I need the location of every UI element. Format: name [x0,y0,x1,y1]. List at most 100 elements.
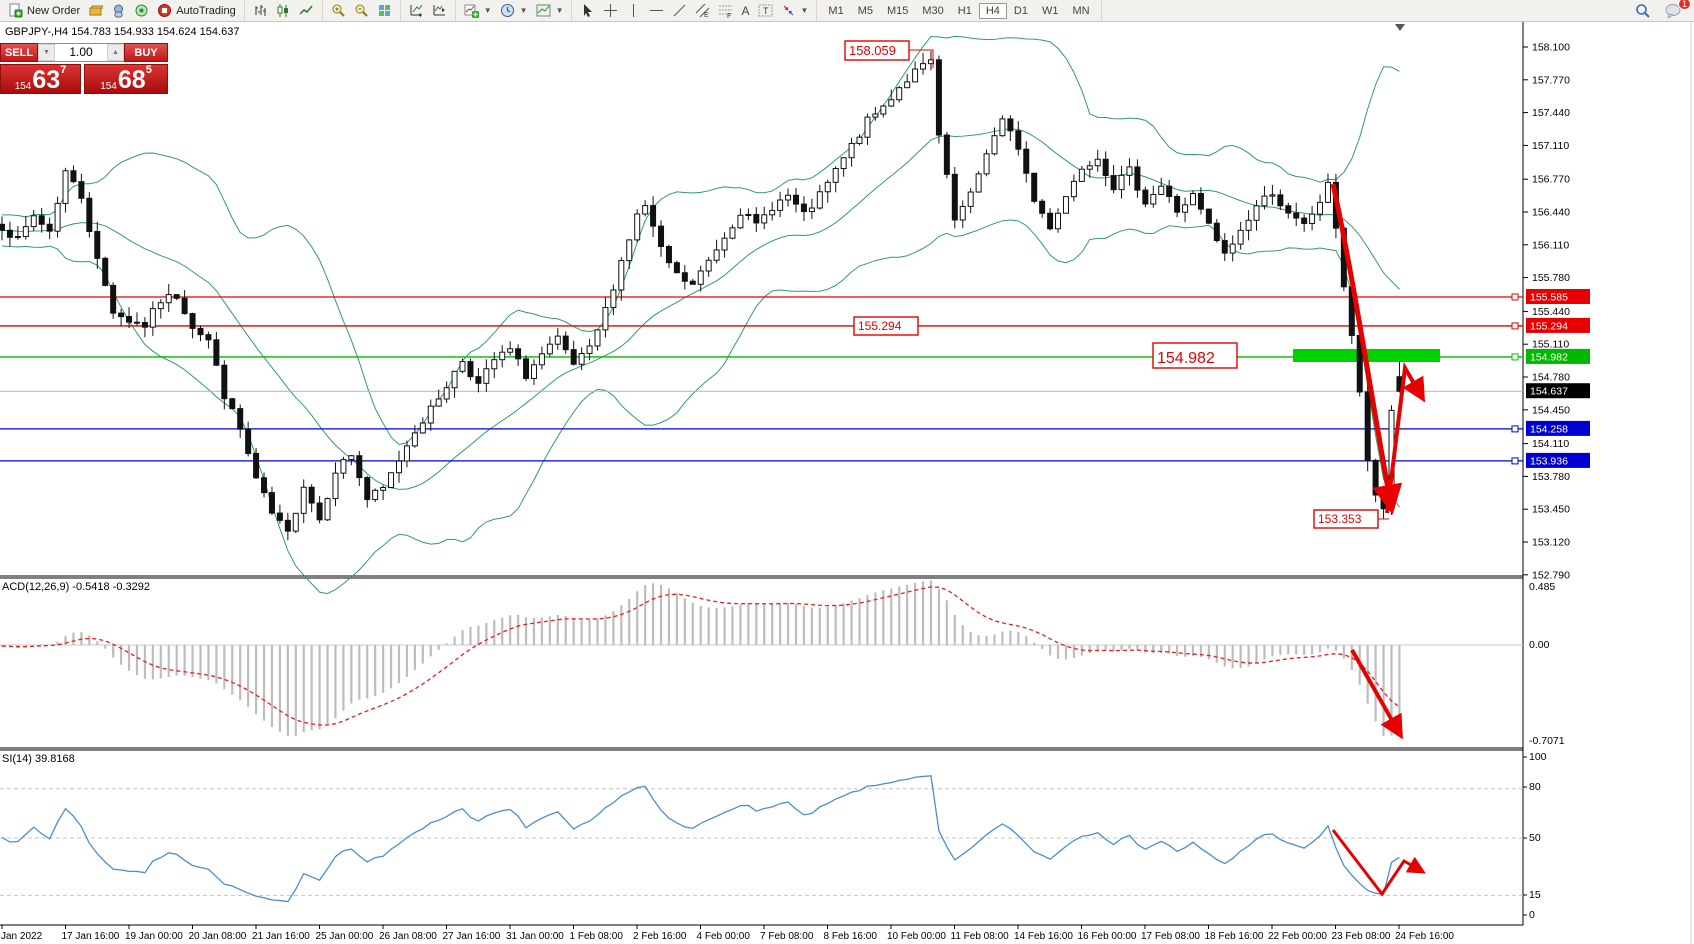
svg-text:26 Jan 08:00: 26 Jan 08:00 [379,931,437,942]
svg-text:156.440: 156.440 [1532,207,1570,219]
horizontal-line-icon[interactable] [645,1,668,20]
buy-price-display[interactable]: 154 68 5 [84,64,168,94]
svg-text:7 Feb 08:00: 7 Feb 08:00 [760,931,814,942]
periods-icon [500,3,515,18]
svg-text:F: F [727,13,731,18]
svg-text:-0.7071: -0.7071 [1529,735,1565,747]
svg-text:21 Jan 16:00: 21 Jan 16:00 [252,931,310,942]
svg-text:0.485: 0.485 [1529,581,1555,593]
svg-text:155.294: 155.294 [1530,320,1568,332]
channel-icon[interactable]: E [691,1,714,20]
svg-text:153.450: 153.450 [1532,504,1570,516]
objects-group: ▼ ▼ ▼ [456,0,573,21]
trendline-icon[interactable] [668,1,691,20]
symbol-ohlc-line: GBPJPY-,H4 154.783 154.933 154.624 154.6… [5,26,240,38]
svg-text:17 Feb 08:00: 17 Feb 08:00 [1141,931,1200,942]
svg-text:E: E [704,12,709,18]
sell-price-sup: 7 [60,64,67,76]
svg-text:16 Feb 00:00: 16 Feb 00:00 [1078,931,1137,942]
bar-chart-icon[interactable] [249,1,272,20]
svg-text:23 Feb 08:00: 23 Feb 08:00 [1332,931,1391,942]
zoom-in-icon[interactable] [327,1,350,20]
buy-button[interactable]: BUY [124,43,168,62]
fibonacci-icon[interactable]: F [714,1,737,20]
templates-button[interactable]: ▼ [532,1,568,20]
new-order-icon [8,3,23,18]
svg-text:155.440: 155.440 [1532,306,1570,318]
tf-m1[interactable]: M1 [828,4,844,17]
svg-text:154.637: 154.637 [1530,386,1568,398]
periods-button[interactable]: ▼ [496,1,532,20]
chart-shift-icon[interactable] [428,1,451,20]
svg-text:154.982: 154.982 [1530,351,1568,363]
svg-text:158.100: 158.100 [1532,42,1570,54]
crosshair-icon[interactable] [599,1,622,20]
tf-m30[interactable]: M30 [922,4,944,17]
volume-input[interactable]: 1.00 [69,45,93,59]
tf-w1[interactable]: W1 [1041,4,1059,17]
tf-d1[interactable]: D1 [1013,4,1028,17]
svg-text:156.110: 156.110 [1532,239,1569,251]
tf-m5[interactable]: M5 [857,4,873,17]
autotrading-button[interactable]: AutoTrading [153,1,240,20]
svg-text:154.258: 154.258 [1530,423,1568,435]
svg-text:18 Feb 16:00: 18 Feb 16:00 [1205,931,1264,942]
candlestick-chart-icon[interactable] [272,1,295,20]
new-order-button[interactable]: New Order [4,1,84,20]
svg-text:1 Feb 08:00: 1 Feb 08:00 [570,931,624,942]
volume-spinner: ▼ 1.00 ▲ [38,43,124,62]
auto-scroll-icon[interactable] [405,1,428,20]
market-watch-icon[interactable] [84,1,107,20]
tf-h4[interactable]: H4 [978,2,1007,19]
search-icon[interactable] [1631,1,1655,21]
scroll-group [401,0,456,21]
text-tool-icon[interactable]: A [741,3,750,18]
tile-windows-icon[interactable] [373,1,396,20]
volume-up-button[interactable]: ▲ [107,44,124,61]
svg-text:154.780: 154.780 [1532,372,1570,384]
vertical-line-icon[interactable] [622,1,645,20]
indicators-caret-icon: ▼ [483,6,492,15]
buy-price-small: 154 [100,81,117,92]
sell-button[interactable]: SELL [0,43,38,62]
shapes-button[interactable]: ▼ [777,1,813,20]
tf-mn[interactable]: MN [1072,4,1090,17]
new-order-label: New Order [27,4,81,17]
svg-text:153.353: 153.353 [1318,512,1362,526]
volume-down-button[interactable]: ▼ [38,44,55,61]
svg-text:153.936: 153.936 [1530,455,1568,467]
rsi-label: SI(14) 39.8168 [2,753,75,765]
text-label-icon[interactable]: T [754,1,777,20]
expert-advisors-icon[interactable] [107,1,130,20]
svg-text:11 Feb 08:00: 11 Feb 08:00 [951,931,1010,942]
svg-text:157.110: 157.110 [1532,140,1569,152]
buy-price-big: 68 [117,66,146,94]
chat-bubble-icon [1665,4,1681,18]
chat-button[interactable]: 1 [1661,0,1691,20]
svg-text:Jan 2022: Jan 2022 [1,931,43,942]
templates-caret-icon: ▼ [555,6,564,15]
svg-text:80: 80 [1529,781,1541,793]
svg-text:0.00: 0.00 [1529,639,1550,651]
cursor-icon[interactable] [576,1,599,20]
autotrading-label: AutoTrading [176,4,236,17]
svg-text:50: 50 [1529,832,1541,844]
svg-text:24 Feb 16:00: 24 Feb 16:00 [1395,931,1454,942]
svg-text:155.294: 155.294 [858,319,902,333]
tf-m15[interactable]: M15 [886,4,909,17]
zoom-group [323,0,401,21]
svg-text:157.440: 157.440 [1532,107,1570,119]
sell-price-display[interactable]: 154 63 7 [0,64,82,94]
signals-icon[interactable] [130,1,153,20]
one-click-trading-widget: SELL ▼ 1.00 ▲ BUY 154 63 7 154 68 5 [0,43,168,94]
svg-text:T: T [763,6,769,16]
buy-price-sup: 5 [145,64,152,76]
indicators-button[interactable]: ▼ [460,1,496,20]
svg-text:100: 100 [1529,751,1547,763]
tf-h1[interactable]: H1 [957,4,972,17]
sell-price-small: 154 [14,81,32,92]
zoom-out-icon[interactable] [350,1,373,20]
line-chart-icon[interactable] [295,1,318,20]
